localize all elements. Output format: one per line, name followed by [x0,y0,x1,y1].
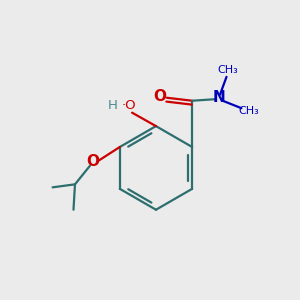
Text: H: H [107,99,117,112]
Text: O: O [86,154,99,169]
Text: ·O: ·O [122,99,136,112]
Text: CH₃: CH₃ [238,106,259,116]
Text: O: O [154,89,167,104]
Text: CH₃: CH₃ [218,65,239,75]
Text: N: N [213,90,225,105]
